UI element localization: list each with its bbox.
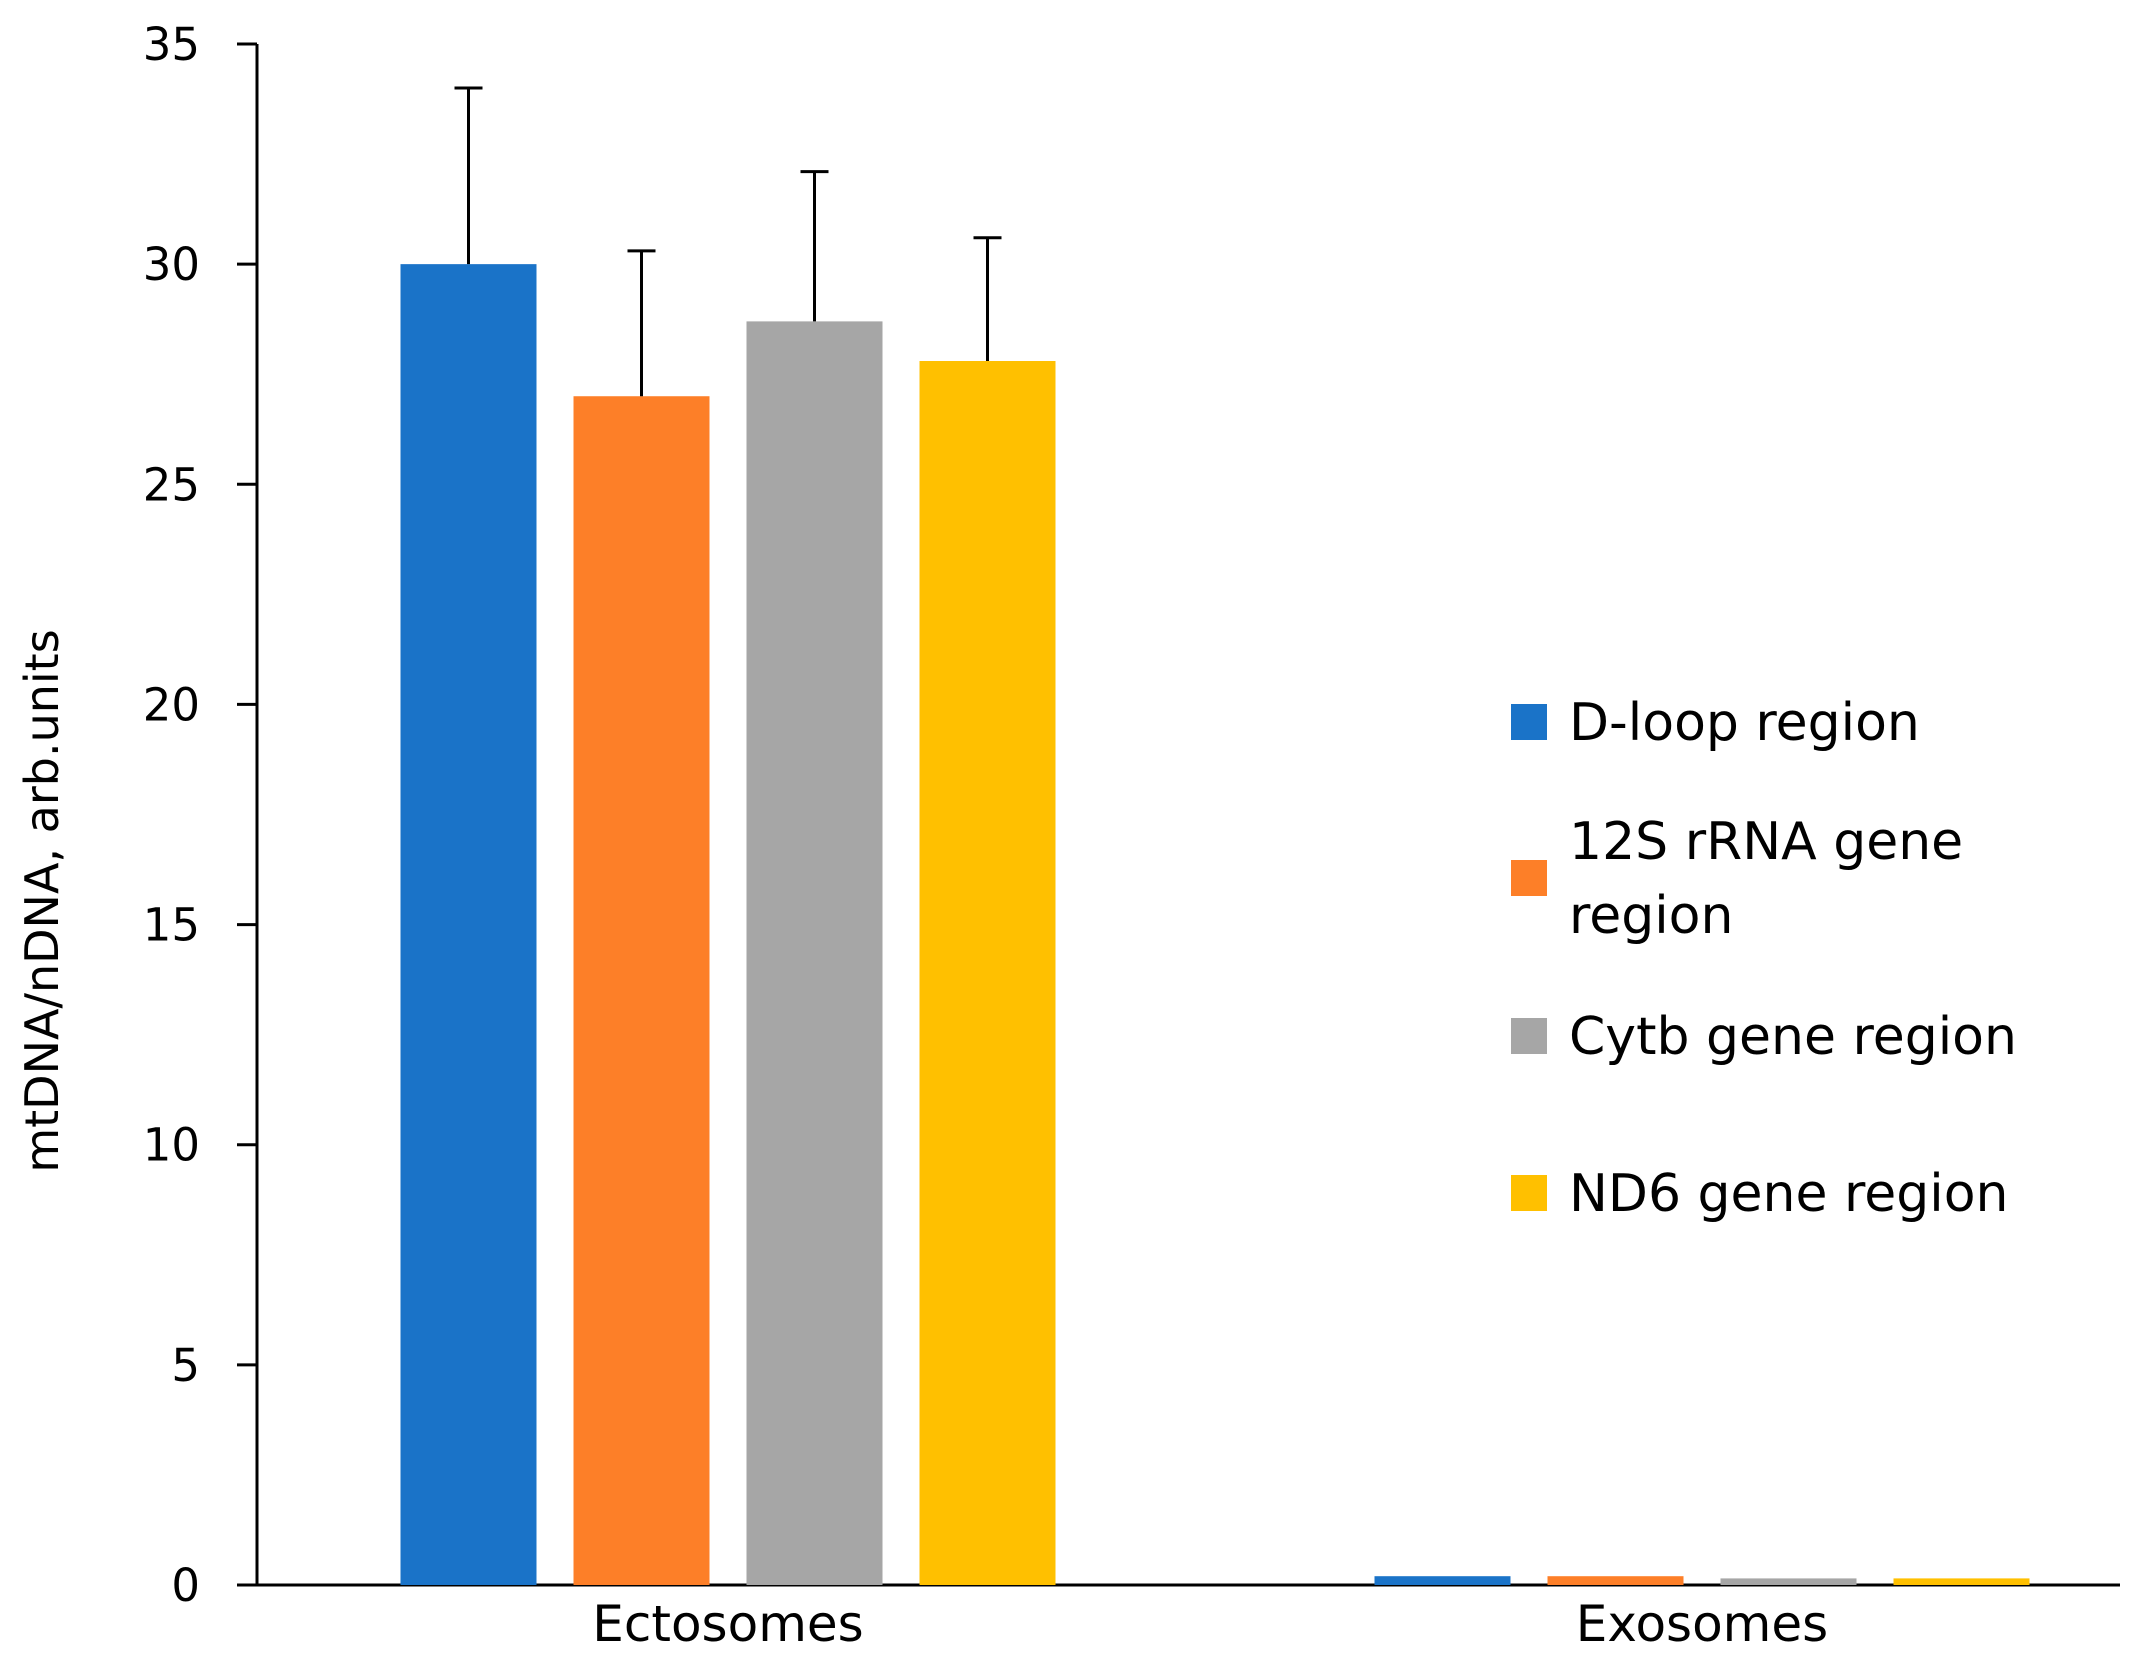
bar — [1547, 1576, 1684, 1585]
bar — [400, 264, 537, 1586]
legend: D-loop region 12S rRNA gene region Cytb gen… — [1511, 693, 2017, 1224]
y-axis-title: mtDNA/nDNA, arb.units — [15, 629, 69, 1172]
legend-label-line: ND6 gene region — [1569, 1164, 2009, 1224]
legend-label: ND6 gene region — [1569, 1164, 2009, 1224]
y-tick-label: 0 — [171, 1559, 200, 1612]
legend-label-line: 12S rRNA gene — [1569, 812, 1963, 872]
y-tick-label: 20 — [143, 678, 200, 731]
error-bars — [454, 86, 1002, 397]
y-tick-label: 25 — [143, 458, 200, 511]
bar — [573, 396, 710, 1586]
legend-label: 12S rRNA gene region — [1569, 812, 1963, 946]
x-axis-labels: Ectosomes Exosomes — [592, 1595, 1828, 1653]
y-tick-label: 10 — [143, 1119, 200, 1172]
legend-swatch — [1511, 860, 1547, 896]
bar — [919, 361, 1056, 1585]
x-category-label: Exosomes — [1576, 1595, 1828, 1653]
bar — [1893, 1578, 2030, 1585]
y-tick-label: 30 — [143, 238, 200, 291]
x-category-label: Ectosomes — [592, 1595, 863, 1653]
y-tick-label: 15 — [143, 899, 200, 952]
legend-label-line: Cytb gene region — [1569, 1007, 2017, 1067]
legend-label-line: region — [1569, 886, 1733, 946]
legend-swatch — [1511, 1175, 1547, 1211]
bars — [400, 264, 2030, 1586]
legend-label-line: D-loop region — [1569, 693, 1920, 753]
bar — [1720, 1578, 1857, 1585]
bar — [746, 321, 883, 1585]
legend-swatch — [1511, 704, 1547, 740]
legend-label: D-loop region — [1569, 693, 1920, 753]
y-tick-label: 5 — [171, 1339, 200, 1392]
bar — [1374, 1576, 1511, 1585]
y-tick-label: 35 — [143, 18, 200, 71]
legend-swatch — [1511, 1018, 1547, 1054]
y-axis-ticks: 0 5 10 15 20 25 30 35 — [143, 18, 257, 1612]
legend-label: Cytb gene region — [1569, 1007, 2017, 1067]
